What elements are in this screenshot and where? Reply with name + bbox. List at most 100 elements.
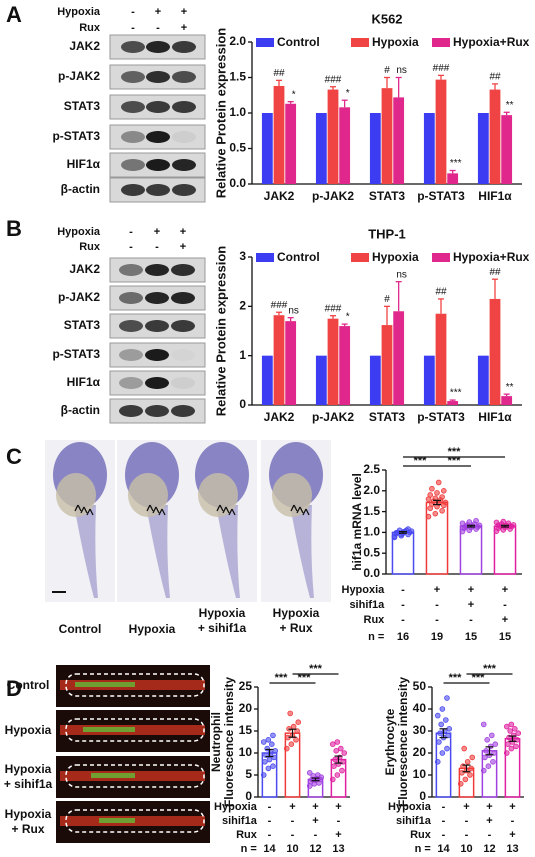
data-point [503,750,510,756]
blot-band [119,405,143,417]
table-row-label: sihif1a [349,599,385,611]
y-tick-label: 0 [239,397,246,411]
n-value: 14 [263,843,276,855]
image-label: Hypoxia [5,807,52,821]
blot-header-label: Rux [79,241,101,253]
panel-letter: B [6,216,22,241]
data-point [483,747,489,754]
data-point [393,530,400,536]
significance-label: ### [271,300,288,311]
data-point [444,745,450,752]
n-value: 15 [499,631,511,643]
table-row-label: Rux [410,829,432,841]
data-point [482,754,488,761]
y-tick-label: 10 [239,745,253,759]
table-cell: + [486,801,492,813]
blot-band [121,71,145,83]
n-value: 10 [286,843,298,855]
y-tick-label: 0.5 [363,545,380,559]
y-tick-label: 1.5 [229,70,246,84]
significance-label: * [346,312,350,323]
blot-row-label: STAT3 [64,99,101,113]
significance-label: ## [489,267,501,278]
fish-tail [216,505,240,598]
n-label: n = [415,843,431,855]
green-signal [91,773,135,778]
blot-band [121,101,145,113]
table-cell: - [401,584,405,596]
legend-swatch [256,38,274,47]
significance-label: ### [325,74,342,85]
arrowhead [80,506,88,514]
image-label: Hypoxia [5,762,52,776]
y-tick-label: 2.0 [363,483,380,497]
table-cell: + [468,599,474,611]
arrowhead [158,508,166,516]
n-value: 14 [437,843,450,855]
significance-label: *** [450,158,462,169]
table-cell: - [442,829,446,841]
fish-yolk [198,473,238,517]
data-point [337,745,344,752]
y-tick-label: 15 [239,723,253,737]
table-row-label: Hypoxia [214,801,258,813]
table-cell: - [401,599,405,611]
blot-band [121,159,145,171]
table-cell: + [335,829,341,841]
image-label: Control [7,678,50,692]
data-point [439,706,446,712]
region-outline [65,718,205,742]
table-cell: - [291,829,295,841]
data-point [503,723,510,730]
data-point [265,765,272,772]
x-tick-label: STAT3 [369,189,406,203]
image-label: Hypoxia [273,606,320,620]
data-point [513,743,519,750]
data-point [507,728,514,734]
y-tick-label: 5 [245,767,252,781]
y-tick-label: 2 [239,299,246,313]
y-tick-label: 0.5 [229,141,246,155]
blot-row-label: p-JAK2 [58,290,100,304]
data-point [508,721,515,728]
legend-swatch [351,38,369,47]
data-point [271,754,277,761]
bar [273,315,285,405]
bar [369,355,381,405]
bar [447,401,459,405]
legend-swatch [351,253,369,262]
data-point [515,730,522,736]
legend-label: Hypoxia [372,35,419,49]
y-tick-label: 0.0 [229,176,246,190]
blot-sign: - [156,22,160,34]
bar [369,113,381,184]
n-value: 15 [465,631,477,643]
data-point [339,767,345,774]
blot-band [146,159,170,171]
significance-label: *** [448,446,462,458]
blot-band [121,41,145,53]
data-point [432,510,439,517]
data-point [457,780,464,787]
table-cell: - [488,829,492,841]
arrowhead [290,504,298,512]
blot-row-label: β-actin [61,403,100,417]
table-row-label: Hypoxia [388,801,432,813]
table-cell: + [509,829,515,841]
n-value: 19 [431,631,443,643]
data-point [405,526,411,532]
data-point [468,765,474,772]
bar [339,326,351,405]
blot-header-label: Rux [79,22,101,34]
y-tick-label: 20 [239,701,253,715]
fish-tail [74,505,98,598]
data-point [473,517,479,524]
bar [315,113,327,184]
legend-swatch [256,253,274,262]
blot-band [146,71,170,83]
bar [381,325,393,405]
n-value: 12 [483,843,495,855]
bar [447,173,459,184]
table-cell: + [502,584,508,596]
